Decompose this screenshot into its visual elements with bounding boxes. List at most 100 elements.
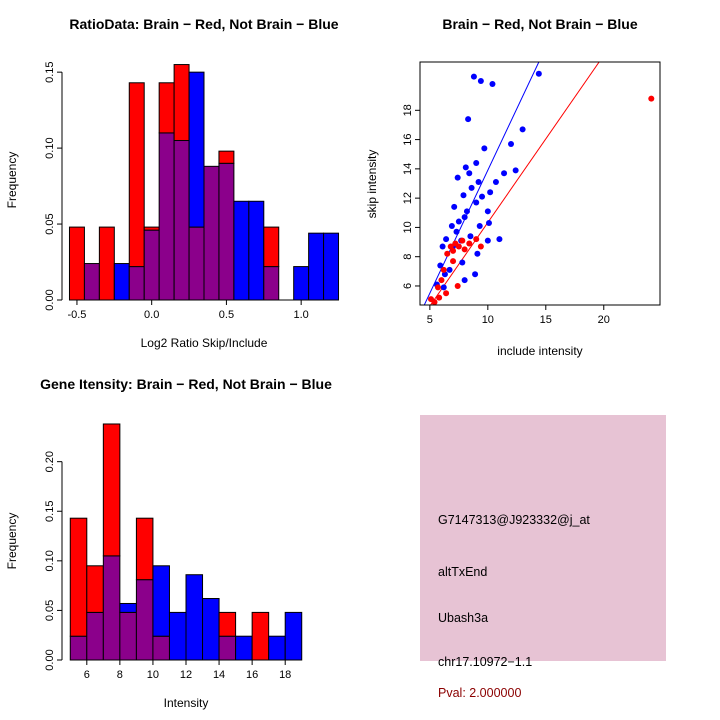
overlap-bar — [203, 165, 220, 301]
svg-text:14: 14 — [213, 669, 225, 681]
brain-bar — [263, 226, 280, 268]
notbrain-bar — [188, 71, 205, 228]
overlap-bar — [218, 635, 237, 661]
notbrain-bar — [152, 565, 170, 637]
overlap-bar — [135, 579, 154, 661]
svg-text:18: 18 — [402, 104, 414, 116]
brain-bar — [218, 150, 235, 164]
overlap-bar — [158, 132, 175, 301]
plot-box — [419, 61, 661, 306]
notbrain-bar — [119, 602, 137, 613]
overlap-bar — [143, 229, 160, 301]
x-axis: 6 8 10 12 14 16 18 — [84, 660, 291, 681]
notbrain-bar — [308, 232, 325, 301]
svg-text:16: 16 — [402, 133, 414, 145]
overlap-bar — [173, 140, 190, 301]
notbrain-bar — [284, 611, 303, 661]
overlap-bar — [263, 266, 280, 301]
brain-bar — [68, 226, 85, 301]
intensity-scatter-panel: Brain − Red, Not Brain − Blue 5 10 15 20 6 8 1… — [360, 0, 720, 360]
brain-bar — [128, 82, 145, 268]
svg-text:-0.5: -0.5 — [67, 309, 86, 321]
svg-text:1.0: 1.0 — [294, 309, 309, 321]
svg-text:6: 6 — [402, 283, 414, 289]
gene-histogram-xlabel: Intensity — [163, 696, 209, 710]
probe-id-text: G7147313@J923332@j_at — [438, 513, 590, 527]
ratio-histogram-ylabel: Frequency — [5, 151, 19, 209]
red-points — [428, 95, 655, 306]
red-fit-line — [429, 62, 600, 305]
svg-text:0.15: 0.15 — [44, 501, 56, 522]
gene-histogram-panel: Gene Itensity: Brain − Red, Not Brain − … — [0, 360, 360, 720]
overlap-bar — [119, 611, 137, 661]
svg-text:0.10: 0.10 — [44, 550, 56, 571]
x-axis: -0.5 0.0 0.5 1.0 — [67, 300, 309, 321]
gene-histogram-plot: 6 8 10 12 14 16 18 0.00 0.05 0.10 0.15 0.20 — [44, 423, 303, 681]
y-axis: 0.00 0.05 0.10 0.15 — [44, 61, 62, 311]
brain-bar — [86, 565, 104, 613]
notbrain-bar — [235, 635, 253, 661]
svg-text:6: 6 — [84, 669, 90, 681]
notbrain-bar — [233, 200, 250, 301]
svg-text:15: 15 — [540, 314, 552, 326]
brain-bar — [173, 64, 190, 142]
intensity-scatter-title: Brain − Red, Not Brain − Blue — [442, 16, 638, 32]
ratio-histogram-plot: -0.5 0.0 0.5 1.0 0.00 0.05 0.10 0.15 — [44, 61, 340, 321]
chromosome-location-text: chr17.10972−1.1 — [438, 655, 533, 669]
svg-text:10: 10 — [147, 669, 159, 681]
svg-text:8: 8 — [117, 669, 123, 681]
svg-text:0.00: 0.00 — [44, 289, 56, 310]
gene-info-box: G7147313@J923332@j_at altTxEnd Ubash3a c… — [420, 415, 666, 700]
svg-text:0.00: 0.00 — [44, 649, 56, 670]
brain-bar — [218, 611, 237, 637]
overlap-bar — [152, 635, 170, 661]
notbrain-bar — [168, 611, 187, 661]
svg-text:12: 12 — [402, 192, 414, 204]
overlap-bar — [102, 555, 121, 661]
brain-bar — [69, 517, 88, 637]
notbrain-bar — [293, 266, 310, 301]
svg-text:0.10: 0.10 — [44, 137, 56, 158]
svg-text:16: 16 — [246, 669, 258, 681]
svg-text:20: 20 — [598, 314, 610, 326]
brain-bar — [143, 226, 160, 231]
overlap-bar — [188, 226, 205, 301]
brain-bar — [98, 226, 115, 301]
gene-symbol-text: Ubash3a — [438, 611, 489, 625]
notbrain-bar — [248, 200, 265, 301]
svg-text:10: 10 — [402, 221, 414, 233]
blue-points — [433, 70, 542, 291]
overlap-bar — [69, 635, 88, 661]
ratio-histogram-title: RatioData: Brain − Red, Not Brain − Blue — [69, 16, 339, 32]
overlap-bar — [128, 266, 145, 301]
overlap-bar — [218, 162, 235, 301]
svg-text:0.5: 0.5 — [219, 309, 234, 321]
svg-text:14: 14 — [402, 163, 414, 175]
histogram-bars — [68, 64, 340, 301]
brain-bar — [102, 423, 121, 557]
svg-text:0.15: 0.15 — [44, 61, 56, 82]
brain-bar — [158, 82, 175, 134]
svg-text:18: 18 — [279, 669, 291, 681]
svg-text:0.05: 0.05 — [44, 600, 56, 621]
svg-text:10: 10 — [482, 314, 494, 326]
intensity-scatter-plot: 5 10 15 20 6 8 10 12 14 16 18 — [402, 61, 661, 326]
y-axis: 0.00 0.05 0.10 0.15 0.20 — [44, 451, 62, 671]
notbrain-bar — [185, 574, 204, 661]
gene-info-panel: G7147313@J923332@j_at altTxEnd Ubash3a c… — [360, 360, 720, 720]
notbrain-bar — [323, 232, 340, 301]
intensity-scatter-ylabel: skip intensity — [365, 149, 379, 219]
svg-text:0.20: 0.20 — [44, 451, 56, 472]
svg-text:0.05: 0.05 — [44, 213, 56, 234]
ratio-histogram-panel: RatioData: Brain − Red, Not Brain − Blue… — [0, 0, 360, 360]
brain-bar — [251, 611, 270, 661]
intensity-scatter-xlabel: include intensity — [497, 344, 583, 358]
overlap-bar — [83, 263, 100, 301]
y-axis: 6 8 10 12 14 16 18 — [402, 104, 420, 289]
notbrain-bar — [202, 598, 220, 661]
gene-histogram-title: Gene Itensity: Brain − Red, Not Brain − … — [40, 376, 332, 392]
histogram-bars — [69, 423, 303, 661]
x-axis: 5 10 15 20 — [427, 305, 610, 326]
svg-text:8: 8 — [402, 254, 414, 260]
